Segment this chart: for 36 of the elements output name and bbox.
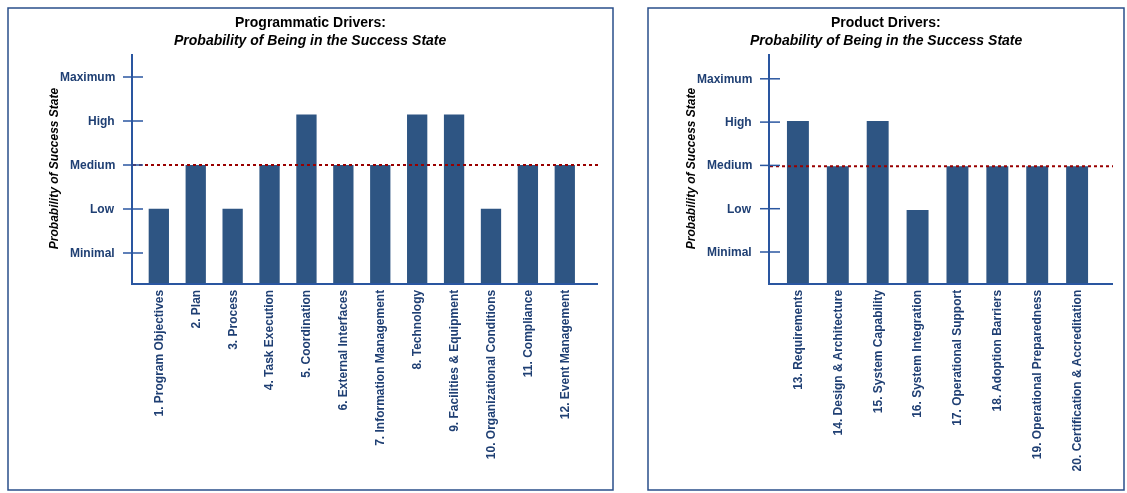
y-axis-title: Probability of Success State (683, 87, 698, 250)
text: High (88, 114, 115, 128)
chart-subtitle: Probability of Being in the Success State (174, 32, 447, 48)
x-tick-label: 1. Program Objectives (151, 289, 166, 417)
x-tick-label: 10. Organizational Conditions (483, 289, 498, 460)
x-tick-label: 14. Design & Architecture (830, 289, 845, 436)
text: High (725, 115, 752, 129)
chart-title: Programmatic Drivers: (235, 14, 386, 30)
text: Medium (707, 158, 753, 172)
x-tick-label: 2. Plan (188, 289, 203, 329)
text: Minimal (707, 245, 752, 259)
x-tick-label: 8. Technology (410, 289, 425, 370)
x-tick-label: 15. System Capability (870, 289, 885, 414)
x-tick-label: 7. Information Management (373, 289, 388, 446)
y-axis-title: Probability of Success State (46, 87, 61, 250)
text: Maximum (60, 70, 116, 84)
text: Medium (70, 158, 116, 172)
chart-title: Product Drivers: (831, 14, 941, 30)
x-tick-label: 9. Facilities & Equipment (446, 289, 461, 432)
x-tick-label: 3. Process (225, 289, 240, 350)
x-tick-label: 6. External Interfaces (336, 289, 351, 411)
x-tick-label: 12. Event Management (557, 289, 572, 420)
x-tick-label: 13. Requirements (790, 289, 805, 390)
x-tick-label: 11. Compliance (520, 289, 535, 378)
text: Maximum (697, 72, 753, 86)
text: Minimal (70, 246, 115, 260)
text: Low (727, 202, 752, 216)
x-tick-label: 19. Operational Preparedness (1030, 289, 1045, 460)
text: Low (90, 202, 115, 216)
chart-subtitle: Probability of Being in the Success State (750, 32, 1023, 48)
x-tick-label: 16. System Integration (910, 289, 925, 418)
x-tick-label: 17. Operational Support (950, 289, 965, 426)
x-tick-label: 4. Task Execution (262, 289, 277, 391)
x-tick-label: 20. Certification & Accreditation (1070, 289, 1084, 472)
x-tick-label: 5. Coordination (299, 289, 314, 378)
x-tick-label: 18. Adoption Barriers (990, 289, 1005, 412)
